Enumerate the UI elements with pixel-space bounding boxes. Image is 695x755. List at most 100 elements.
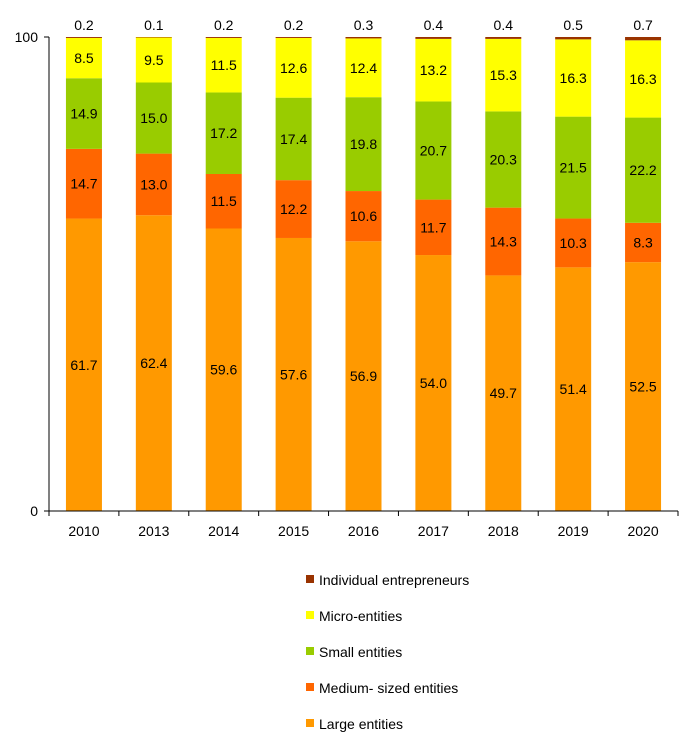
data-label-small-entities-2013: 15.0 [140, 110, 167, 126]
data-label-micro-entities-2017: 13.2 [420, 62, 447, 78]
data-label-individual-entrepreneurs-2017: 0.4 [424, 17, 444, 33]
x-tick-label-2016: 2016 [348, 523, 379, 539]
bar-segment-medium-sized-entities-2019 [555, 218, 592, 268]
bar-segment-small-entities-2016 [345, 97, 382, 192]
data-label-micro-entities-2014: 11.5 [211, 57, 237, 73]
bar-segment-large-entities-2019 [555, 267, 592, 511]
x-tick-label-2019: 2019 [558, 523, 589, 539]
data-label-micro-entities-2010: 8.5 [74, 50, 94, 66]
bar-segment-small-entities-2010 [65, 78, 102, 149]
y-tick-label-100: 100 [15, 29, 39, 45]
bar-segment-medium-sized-entities-2017 [415, 199, 452, 256]
x-tick-label-2017: 2017 [418, 523, 449, 539]
data-label-micro-entities-2019: 16.3 [560, 70, 587, 86]
bar-segment-small-entities-2015 [275, 97, 312, 181]
data-label-individual-entrepreneurs-2010: 0.2 [74, 17, 94, 33]
bar-segment-medium-sized-entities-2014 [205, 173, 242, 229]
data-label-micro-entities-2015: 12.6 [280, 60, 307, 76]
data-label-individual-entrepreneurs-2019: 0.5 [563, 17, 583, 33]
bar-segment-large-entities-2017 [415, 255, 452, 511]
data-label-small-entities-2018: 20.3 [490, 152, 517, 168]
bar-segment-large-entities-2015 [275, 237, 312, 511]
legend-label-small-entities: Small entities [319, 644, 403, 660]
bar-segment-individual-entrepreneurs-2018 [485, 37, 522, 39]
data-label-small-entities-2017: 20.7 [420, 143, 447, 159]
data-label-medium-sized-entities-2015: 12.2 [280, 201, 307, 217]
bar-segment-large-entities-2010 [65, 218, 102, 512]
bar-segment-individual-entrepreneurs-2017 [415, 37, 452, 39]
data-label-micro-entities-2018: 15.3 [490, 67, 517, 83]
bar-segment-micro-entities-2019 [555, 39, 592, 117]
x-tick-label-2018: 2018 [488, 523, 519, 539]
bar-segment-small-entities-2014 [205, 92, 242, 174]
bar-segment-medium-sized-entities-2018 [485, 207, 522, 276]
bar-segment-medium-sized-entities-2015 [275, 180, 312, 238]
data-label-medium-sized-entities-2020: 8.3 [633, 234, 653, 250]
bar-segment-small-entities-2019 [555, 116, 592, 219]
bar-segment-large-entities-2020 [625, 262, 662, 511]
bar-segment-small-entities-2017 [415, 101, 452, 200]
bar-segment-large-entities-2013 [135, 215, 172, 511]
bar-segment-individual-entrepreneurs-2016 [345, 37, 382, 39]
bar-segment-individual-entrepreneurs-2019 [555, 37, 592, 40]
legend-label-large-entities: Large entities [319, 716, 404, 732]
legend-label-individual-entrepreneurs: Individual entrepreneurs [319, 572, 470, 588]
bar-segment-large-entities-2018 [485, 275, 522, 511]
bar-segment-medium-sized-entities-2010 [65, 148, 102, 219]
bars-layer [65, 37, 662, 512]
x-tick-label-2015: 2015 [278, 523, 309, 539]
x-tick-label-2020: 2020 [627, 523, 658, 539]
data-label-large-entities-2020: 52.5 [629, 379, 656, 395]
bar-segment-medium-sized-entities-2016 [345, 191, 382, 242]
data-label-large-entities-2013: 62.4 [140, 355, 167, 371]
bar-segment-micro-entities-2017 [415, 38, 452, 102]
bar-segment-micro-entities-2010 [65, 37, 102, 79]
bar-segment-micro-entities-2015 [275, 37, 312, 98]
data-label-individual-entrepreneurs-2020: 0.7 [633, 17, 653, 33]
data-label-small-entities-2016: 19.8 [350, 136, 377, 152]
data-label-medium-sized-entities-2013: 13.0 [140, 176, 167, 192]
bar-segment-individual-entrepreneurs-2020 [625, 37, 662, 41]
legend-swatch-medium-sized-entities [306, 683, 314, 691]
bar-segment-micro-entities-2018 [485, 38, 522, 112]
stacked-bar-chart: 61.7 14.7 14.9 8.5 0.2 2010 62.4 13.0 15.0 9.5 0.1… [15, 17, 679, 539]
bar-segment-micro-entities-2016 [345, 38, 382, 98]
data-label-micro-entities-2020: 16.3 [629, 71, 656, 87]
bar-segment-individual-entrepreneurs-2013 [135, 37, 172, 38]
data-label-small-entities-2015: 17.4 [280, 131, 307, 147]
data-label-micro-entities-2016: 12.4 [350, 60, 377, 76]
bar-segment-small-entities-2020 [625, 117, 662, 223]
bar-segment-micro-entities-2014 [205, 37, 242, 93]
data-label-large-entities-2019: 51.4 [560, 381, 587, 397]
bar-segment-medium-sized-entities-2013 [135, 153, 172, 216]
labels-layer: 61.7 14.7 14.9 8.5 0.2 2010 62.4 13.0 15.0 9.5 0.1… [15, 17, 659, 539]
data-label-medium-sized-entities-2017: 11.7 [420, 219, 446, 235]
data-label-individual-entrepreneurs-2016: 0.3 [354, 17, 374, 33]
data-label-medium-sized-entities-2016: 10.6 [350, 208, 377, 224]
bar-segment-individual-entrepreneurs-2010 [65, 37, 102, 38]
axes-layer [44, 36, 679, 516]
data-label-large-entities-2014: 59.6 [210, 362, 237, 378]
data-label-large-entities-2015: 57.6 [280, 366, 307, 382]
data-label-individual-entrepreneurs-2014: 0.2 [214, 17, 234, 33]
data-label-medium-sized-entities-2010: 14.7 [70, 176, 97, 192]
bar-segment-micro-entities-2020 [625, 40, 662, 118]
legend-label-medium-sized-entities: Medium- sized entities [319, 680, 459, 696]
data-label-medium-sized-entities-2018: 14.3 [490, 234, 517, 250]
bar-segment-large-entities-2014 [205, 228, 242, 511]
legend-swatch-small-entities [306, 647, 314, 655]
data-label-medium-sized-entities-2019: 10.3 [560, 235, 587, 251]
bar-segment-large-entities-2016 [345, 241, 382, 511]
x-tick-label-2013: 2013 [138, 523, 169, 539]
legend-swatch-individual-entrepreneurs [306, 575, 314, 583]
data-label-large-entities-2016: 56.9 [350, 368, 377, 384]
data-label-small-entities-2010: 14.9 [70, 106, 97, 122]
y-tick-label-0: 0 [30, 503, 38, 519]
data-label-large-entities-2010: 61.7 [70, 357, 97, 373]
data-label-large-entities-2017: 54.0 [420, 375, 447, 391]
legend-swatch-large-entities [306, 719, 314, 727]
data-label-individual-entrepreneurs-2013: 0.1 [144, 17, 164, 33]
bar-segment-micro-entities-2013 [135, 37, 172, 83]
x-tick-label-2010: 2010 [68, 523, 99, 539]
data-label-medium-sized-entities-2014: 11.5 [211, 193, 237, 209]
